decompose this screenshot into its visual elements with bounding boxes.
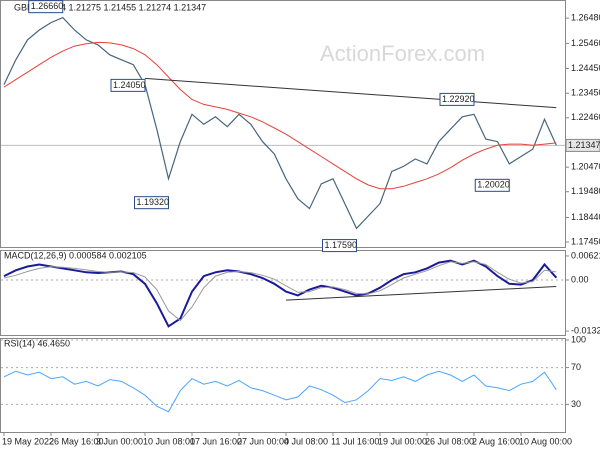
y-tick-label: -0.01322: [571, 325, 600, 335]
annotation-box: [322, 239, 357, 253]
ma-line: [3, 41, 557, 190]
chart-title: GBPUSD,H4 1.21275 1.21455 1.21274 1.2134…: [14, 2, 206, 12]
macd-title: MACD(12,26,9) 0.000584 0.002105: [4, 250, 147, 260]
y-tick-label: 30: [571, 399, 581, 409]
price-line: [3, 16, 557, 230]
y-tick-label: 0.006217: [571, 250, 600, 260]
y-tick-label: 1.19480: [571, 186, 600, 196]
x-tick-label: 3 Jun 00:00: [96, 436, 143, 446]
trendline: [144, 77, 557, 109]
annotation-label: 1.26660: [31, 1, 64, 11]
annotation-label: 1.24050: [113, 80, 146, 90]
annotation-label: 1.17590: [325, 240, 358, 250]
y-tick-label: 70: [571, 362, 581, 372]
macd-panel: [0, 250, 566, 336]
watermark: ActionForex.com: [320, 41, 485, 66]
y-tick-label: 100: [571, 334, 586, 344]
y-tick-label: 1.22460: [571, 112, 600, 122]
x-tick-label: 27 Jun 00:00: [237, 436, 289, 446]
annotation-box: [28, 0, 64, 14]
annotation-box: [134, 196, 169, 210]
price-panel: [0, 0, 566, 248]
annotation-box: [110, 78, 146, 92]
y-tick-label: 1.26480: [571, 12, 600, 22]
x-tick-label: 26 Jul 08:00: [425, 436, 474, 446]
x-tick-label: 26 May 16:00: [49, 436, 104, 446]
annotation-label: 1.19320: [137, 197, 170, 207]
x-tick-label: 4 Jul 08:00: [284, 436, 328, 446]
x-tick-label: 2 Aug 16:00: [472, 436, 520, 446]
signal-line: [3, 261, 557, 322]
macd-trendline: [285, 286, 557, 301]
rsi-title: RSI(14) 46.4650: [4, 338, 70, 348]
y-tick-label: 1.25460: [571, 38, 600, 48]
annotation-label: 1.22920: [442, 94, 475, 104]
y-tick-label: 1.24450: [571, 63, 600, 73]
y-tick-label: 1.18440: [571, 212, 600, 222]
x-tick-label: 19 Jul 00:00: [378, 436, 427, 446]
x-tick-label: 10 Aug 00:00: [519, 436, 572, 446]
annotation-box: [474, 178, 510, 192]
y-tick-label: 1.23450: [571, 88, 600, 98]
annotation-label: 1.20020: [477, 180, 510, 190]
macd-line: [3, 259, 558, 328]
x-tick-label: 11 Jul 16:00: [331, 436, 379, 446]
annotation-box: [439, 92, 475, 106]
x-tick-label: 19 May 2022: [2, 436, 54, 446]
last-price-label: 1.21347: [568, 140, 600, 150]
rsi-panel: [0, 338, 566, 433]
y-tick-label: 0.00: [571, 274, 589, 284]
rsi-line: [3, 370, 557, 413]
last-price-box: [565, 138, 600, 152]
x-tick-label: 10 Jun 08:00: [143, 436, 195, 446]
x-tick-label: 17 Jun 16:00: [190, 436, 242, 446]
y-tick-label: 1.20470: [571, 162, 600, 172]
